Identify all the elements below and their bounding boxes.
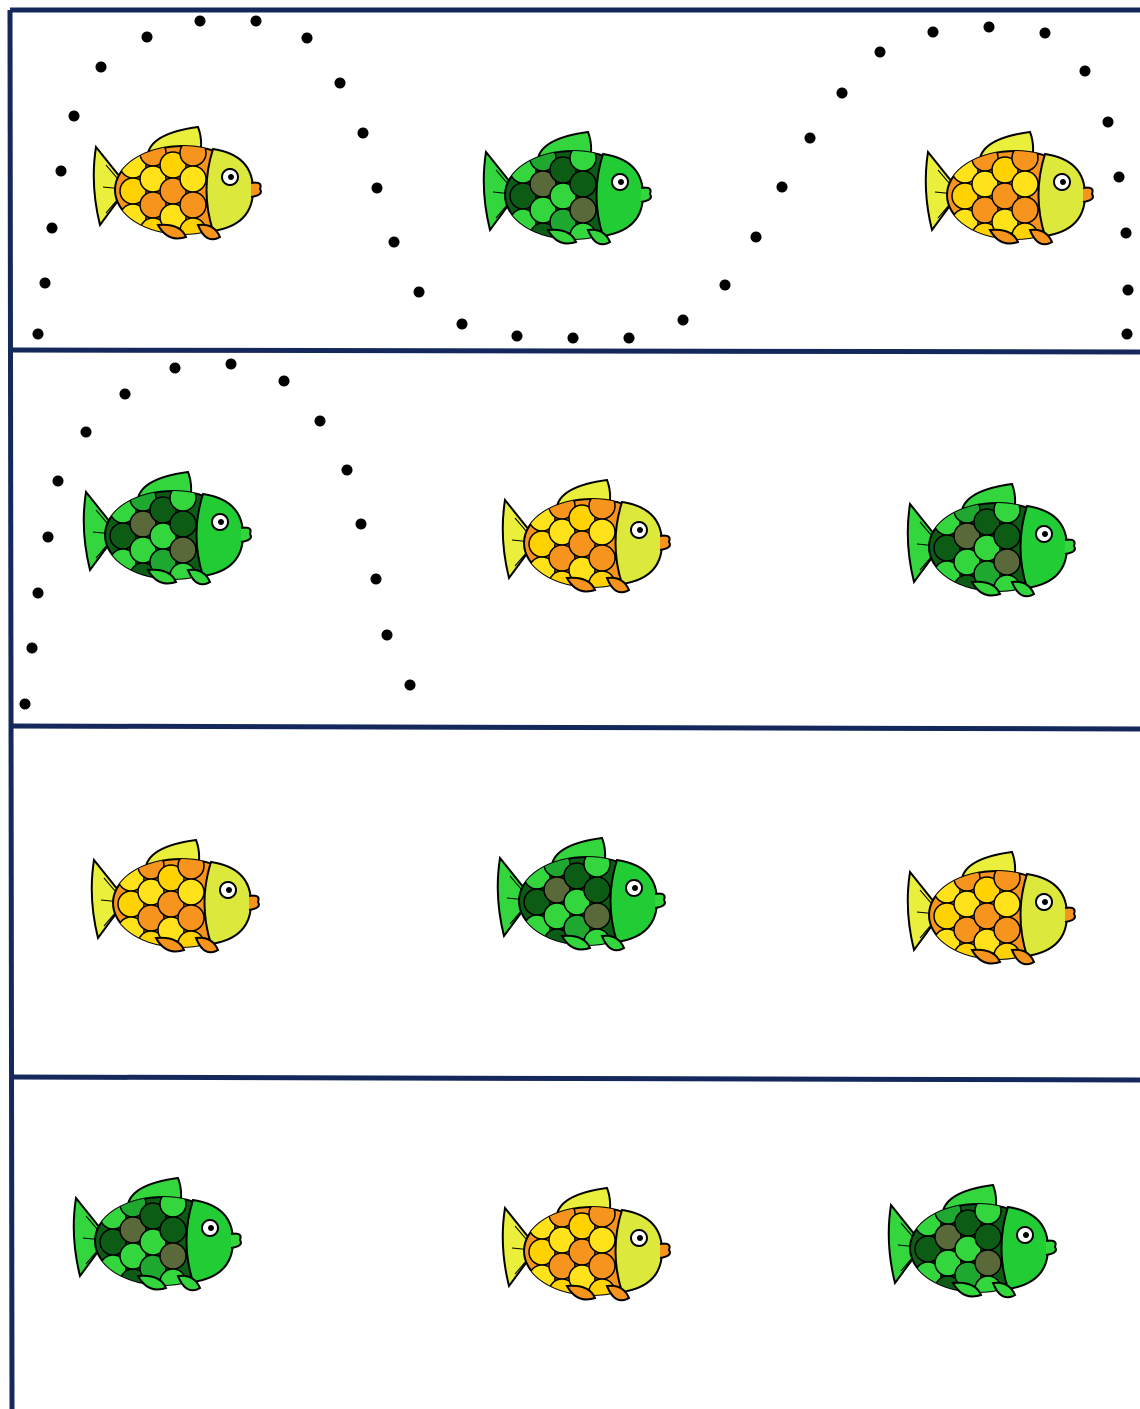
- trace-dot: [567, 332, 579, 344]
- trace-dot: [55, 165, 67, 177]
- trace-dot: [836, 87, 848, 99]
- trace-dot: [250, 15, 262, 27]
- trace-dot: [26, 642, 38, 654]
- trace-dot: [1122, 284, 1134, 296]
- trace-dot: [388, 236, 400, 248]
- trace-dot: [456, 318, 468, 330]
- fish: [889, 1185, 1056, 1302]
- trace-dot: [983, 21, 995, 33]
- fish: [926, 132, 1093, 249]
- trace-dot: [301, 32, 313, 44]
- fish: [503, 1188, 670, 1305]
- trace-dot: [32, 328, 44, 340]
- trace-dot: [511, 330, 523, 342]
- trace-dot: [341, 464, 353, 476]
- trace-dot: [68, 110, 80, 122]
- trace-dot: [95, 61, 107, 73]
- trace-dot: [194, 15, 206, 27]
- fish: [484, 132, 651, 249]
- trace-dot: [371, 182, 383, 194]
- trace-dot: [225, 358, 237, 370]
- trace-dot: [381, 629, 393, 641]
- trace-dots: [19, 15, 1134, 710]
- trace-dot: [370, 573, 382, 585]
- trace-dot: [32, 587, 44, 599]
- trace-dot: [39, 277, 51, 289]
- trace-dot: [623, 332, 635, 344]
- trace-dot: [1039, 27, 1051, 39]
- trace-dot: [42, 531, 54, 543]
- fish: [94, 127, 261, 244]
- fish: [503, 480, 670, 597]
- trace-dot: [19, 698, 31, 710]
- trace-dot: [874, 46, 886, 58]
- trace-dot: [1121, 328, 1133, 340]
- trace-dot: [677, 314, 689, 326]
- trace-dot: [52, 475, 64, 487]
- frame: [7, 7, 1140, 1409]
- fishes: [74, 127, 1093, 1305]
- trace-dot: [46, 222, 58, 234]
- trace-dot: [357, 127, 369, 139]
- trace-dot: [119, 388, 131, 400]
- trace-dot: [927, 26, 939, 38]
- trace-dot: [719, 279, 731, 291]
- trace-dot: [80, 426, 92, 438]
- trace-dot: [141, 31, 153, 43]
- fish: [92, 840, 259, 957]
- trace-dot: [1102, 116, 1114, 128]
- fish: [908, 852, 1075, 969]
- trace-dot: [278, 375, 290, 387]
- trace-dot: [169, 362, 181, 374]
- trace-dot: [750, 231, 762, 243]
- trace-dot: [1120, 227, 1132, 239]
- trace-dot: [1113, 171, 1125, 183]
- trace-dot: [334, 77, 346, 89]
- fish: [74, 1178, 241, 1295]
- fish: [84, 472, 251, 589]
- fish: [498, 838, 665, 955]
- trace-dot: [314, 415, 326, 427]
- trace-dot: [1079, 65, 1091, 77]
- fish: [908, 484, 1075, 601]
- trace-dot: [804, 132, 816, 144]
- trace-dot: [355, 518, 367, 530]
- trace-dot: [404, 679, 416, 691]
- trace-dot: [413, 286, 425, 298]
- trace-dot: [776, 181, 788, 193]
